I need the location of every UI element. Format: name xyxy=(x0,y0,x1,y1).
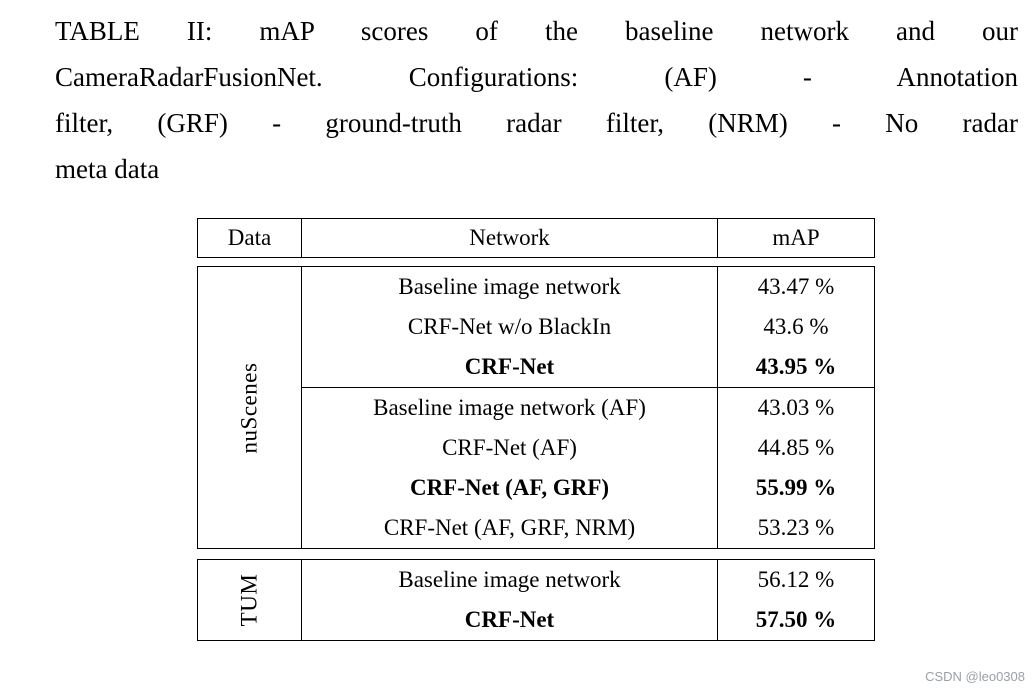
table-caption: TABLE II: mAP scores of the baseline net… xyxy=(55,8,1018,192)
network-cell: Baseline image network (AF) xyxy=(302,388,718,428)
map-cell: 53.23 % xyxy=(757,515,835,540)
network-cell: CRF-Net w/o BlackIn xyxy=(302,307,718,347)
table-row: CRF-Net (AF, GRF, NRM) 53.23 % xyxy=(302,508,874,548)
table-subgroup: Baseline image network 43.47 % CRF-Net w/o… xyxy=(302,267,874,387)
map-cell: 55.99 % xyxy=(755,475,837,500)
network-cell: Baseline image network xyxy=(302,267,718,307)
group-label-text: TUM xyxy=(236,573,262,627)
map-cell: 57.50 % xyxy=(755,607,837,632)
table-row: CRF-Net (AF, GRF) 55.99 % xyxy=(302,468,874,508)
map-cell: 43.95 % xyxy=(755,354,837,379)
group-rows: Baseline image network 43.47 % CRF-Net w/o… xyxy=(302,267,874,548)
table-subgroup: Baseline image network (AF) 43.03 % CRF-Ne… xyxy=(302,387,874,548)
map-cell: 43.6 % xyxy=(763,314,829,339)
table-row: Baseline image network 43.47 % xyxy=(302,267,874,307)
network-cell: Baseline image network xyxy=(302,560,718,600)
caption-line: TABLE II: mAP scores of the baseline net… xyxy=(55,16,1018,46)
group-label: nuScenes xyxy=(198,267,302,548)
table-row: CRF-Net 57.50 % xyxy=(302,600,874,640)
table-subgroup: Baseline image network 56.12 % CRF-Net 57.5… xyxy=(302,560,874,640)
table-row: CRF-Net 43.95 % xyxy=(302,347,874,387)
group-label-text: nuScenes xyxy=(236,362,262,453)
table-header-row: Data Network mAP xyxy=(197,218,875,258)
caption-line: filter, (GRF) - ground-truth radar filte… xyxy=(55,108,1018,138)
network-cell: CRF-Net xyxy=(302,347,718,387)
header-data: Data xyxy=(198,219,302,257)
table-body: nuScenes Baseline image network 43.47 % CRF… xyxy=(197,266,875,641)
table-row: Baseline image network (AF) 43.03 % xyxy=(302,388,874,428)
caption-line: CameraRadarFusionNet. Configurations: (A… xyxy=(55,62,1018,92)
caption-line: meta data xyxy=(55,154,160,184)
network-cell: CRF-Net (AF, GRF, NRM) xyxy=(302,508,718,548)
map-cell: 56.12 % xyxy=(757,567,835,592)
table-row: Baseline image network 56.12 % xyxy=(302,560,874,600)
group-rows: Baseline image network 56.12 % CRF-Net 57.5… xyxy=(302,560,874,640)
network-cell: CRF-Net xyxy=(302,600,718,640)
watermark: CSDN @leo0308 xyxy=(925,669,1025,684)
network-cell: CRF-Net (AF) xyxy=(302,428,718,468)
table-group-tum: TUM Baseline image network 56.12 % CRF-Net 5… xyxy=(197,559,875,641)
table-row: CRF-Net w/o BlackIn 43.6 % xyxy=(302,307,874,347)
map-cell: 43.47 % xyxy=(757,274,835,299)
header-map: mAP xyxy=(772,225,820,250)
map-cell: 44.85 % xyxy=(757,435,835,460)
group-label: TUM xyxy=(198,560,302,640)
network-cell: CRF-Net (AF, GRF) xyxy=(302,468,718,508)
table-row: CRF-Net (AF) 44.85 % xyxy=(302,428,874,468)
header-network: Network xyxy=(302,219,718,257)
map-cell: 43.03 % xyxy=(757,395,835,420)
results-table: Data Network mAP nuScenes Baseline image … xyxy=(197,218,875,651)
table-group-nuscenes: nuScenes Baseline image network 43.47 % CRF… xyxy=(197,266,875,549)
